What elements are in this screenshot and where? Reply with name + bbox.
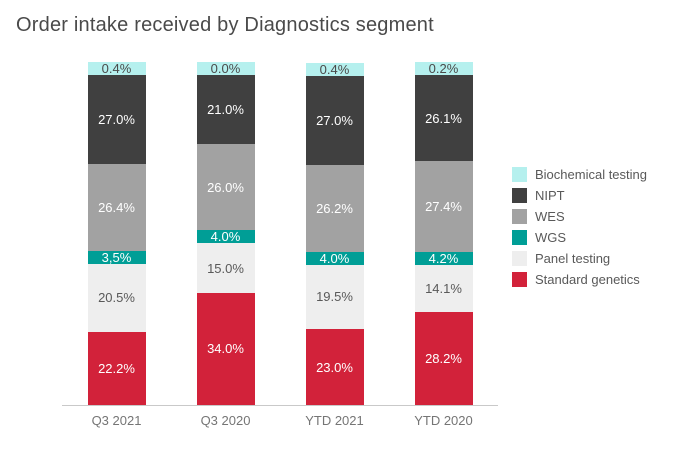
segment-standard-genetics: 22.2% xyxy=(87,331,146,405)
segment-nipt: 27.0% xyxy=(87,74,146,165)
legend-swatch-wes xyxy=(512,209,527,224)
segment-panel-testing: 15.0% xyxy=(196,243,255,293)
bar-stack-ytd-2021: 0.4% 27.0% 26.2% 4.0% 19.5% 23.0% xyxy=(305,63,364,405)
segment-panel-testing: 14.1% xyxy=(414,265,473,312)
legend-item-wgs: WGS xyxy=(512,230,647,245)
segment-nipt: 26.1% xyxy=(414,75,473,162)
legend-swatch-nipt xyxy=(512,188,527,203)
legend-item-nipt: NIPT xyxy=(512,188,647,203)
segment-wes: 27.4% xyxy=(414,161,473,252)
bar-stack-ytd-2020: 0.2% 26.1% 27.4% 4.2% 14.1% 28.2% xyxy=(414,62,473,405)
legend-swatch-panel-testing xyxy=(512,251,527,266)
segment-standard-genetics: 28.2% xyxy=(414,311,473,405)
segment-wgs: 4.0% xyxy=(196,230,255,244)
segment-panel-testing: 19.5% xyxy=(305,264,364,330)
legend-item-biochemical-testing: Biochemical testing xyxy=(512,167,647,182)
legend-item-standard-genetics: Standard genetics xyxy=(512,272,647,287)
legend-label-biochemical-testing: Biochemical testing xyxy=(535,167,647,182)
segment-standard-genetics: 34.0% xyxy=(196,292,255,405)
segment-nipt: 27.0% xyxy=(305,76,364,166)
segment-wgs: 3,5% xyxy=(87,251,146,265)
segment-panel-testing: 20.5% xyxy=(87,264,146,332)
legend: Biochemical testing NIPT WES WGS Panel testi… xyxy=(512,167,647,428)
legend-label-wes: WES xyxy=(535,209,565,224)
bar-stack-q3-2021: 0.4% 27.0% 26.4% 3,5% 20.5% 22.2% xyxy=(87,61,146,405)
segment-biochemical-testing: 0.0% xyxy=(196,62,255,76)
segment-standard-genetics: 23.0% xyxy=(305,329,364,405)
x-label-q3-2020: Q3 2020 xyxy=(200,413,251,428)
legend-item-wes: WES xyxy=(512,209,647,224)
segment-wes: 26.2% xyxy=(305,165,364,252)
bar-ytd-2020: 0.2% 26.1% 27.4% 4.2% 14.1% 28.2% xyxy=(389,61,498,405)
plot-area: 0.4% 27.0% 26.4% 3,5% 20.5% 22.2% 0.0% 21.0% 26.… xyxy=(62,61,498,406)
segment-biochemical-testing: 0.4% xyxy=(305,63,364,77)
segment-biochemical-testing: 0.2% xyxy=(414,62,473,76)
plot-wrap: 0.4% 27.0% 26.4% 3,5% 20.5% 22.2% 0.0% 21.0% 26.… xyxy=(62,61,498,428)
legend-swatch-biochemical-testing xyxy=(512,167,527,182)
x-label-q3-2021: Q3 2021 xyxy=(91,413,142,428)
legend-label-standard-genetics: Standard genetics xyxy=(535,272,640,287)
segment-wgs: 4.0% xyxy=(305,251,364,265)
segment-biochemical-testing: 0.4% xyxy=(87,61,146,75)
x-axis: Q3 2021 Q3 2020 YTD 2021 YTD 2020 xyxy=(62,413,498,428)
legend-label-wgs: WGS xyxy=(535,230,567,245)
bar-q3-2020: 0.0% 21.0% 26.0% 4.0% 15.0% 34.0% xyxy=(171,61,280,405)
segment-wgs: 4.2% xyxy=(414,251,473,266)
bar-stack-q3-2020: 0.0% 21.0% 26.0% 4.0% 15.0% 34.0% xyxy=(196,62,255,405)
chart-row: 0.4% 27.0% 26.4% 3,5% 20.5% 22.2% 0.0% 21.0% 26.… xyxy=(14,61,674,428)
x-label-ytd-2020: YTD 2020 xyxy=(414,413,473,428)
legend-swatch-wgs xyxy=(512,230,527,245)
segment-wes: 26.4% xyxy=(87,164,146,252)
bar-q3-2021: 0.4% 27.0% 26.4% 3,5% 20.5% 22.2% xyxy=(62,61,171,405)
legend-swatch-standard-genetics xyxy=(512,272,527,287)
legend-item-panel-testing: Panel testing xyxy=(512,251,647,266)
x-label-ytd-2021: YTD 2021 xyxy=(305,413,364,428)
legend-label-panel-testing: Panel testing xyxy=(535,251,611,266)
legend-label-nipt: NIPT xyxy=(535,188,565,203)
segment-wes: 26.0% xyxy=(196,144,255,231)
bar-ytd-2021: 0.4% 27.0% 26.2% 4.0% 19.5% 23.0% xyxy=(280,61,389,405)
chart-title: Order intake received by Diagnostics seg… xyxy=(16,14,434,36)
segment-nipt: 21.0% xyxy=(196,75,255,145)
